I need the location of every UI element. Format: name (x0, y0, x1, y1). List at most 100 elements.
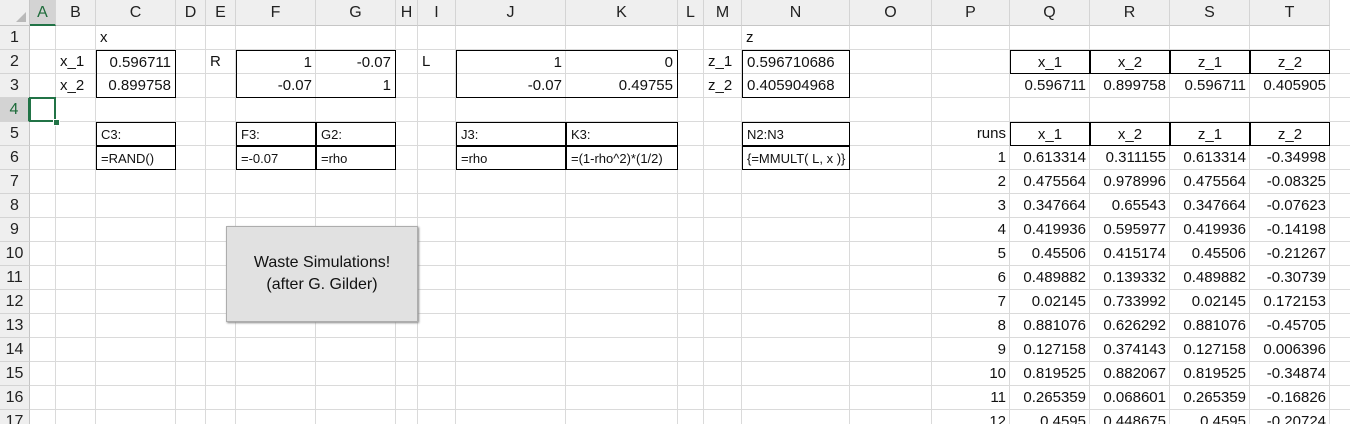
cell-C6[interactable]: =RAND() (96, 146, 176, 170)
cell-C1[interactable]: x (100, 29, 108, 46)
run-number[interactable]: 6 (997, 269, 1006, 286)
cell-F6[interactable]: =-0.07 (236, 146, 316, 170)
column-header-S[interactable]: S (1170, 0, 1250, 26)
column-header-F[interactable]: F (236, 0, 316, 26)
run-value[interactable]: 0.613314 (1023, 149, 1086, 166)
cell-J6[interactable]: =rho (456, 146, 566, 170)
run-value[interactable]: 0.978996 (1103, 173, 1166, 190)
select-all-corner[interactable] (0, 0, 30, 26)
run-number[interactable]: 5 (997, 245, 1006, 262)
cell-P5[interactable]: runs (976, 125, 1006, 142)
column-header-R[interactable]: R (1090, 0, 1170, 26)
run-value[interactable]: 0.415174 (1103, 245, 1166, 262)
column-header-L[interactable]: L (678, 0, 704, 26)
cell-Q2[interactable]: x_1 (1010, 50, 1090, 74)
cell-C2[interactable]: 0.596711 (96, 50, 176, 74)
waste-simulations-button[interactable]: Waste Simulations! (after G. Gilder) (226, 226, 418, 322)
cell-F2[interactable]: 1 (236, 50, 316, 74)
cell-T2[interactable]: z_2 (1250, 50, 1330, 74)
run-value[interactable]: 0.006396 (1263, 341, 1326, 358)
column-header-D[interactable]: D (176, 0, 206, 26)
cell-Q3[interactable]: 0.596711 (1024, 77, 1086, 94)
run-number[interactable]: 8 (997, 317, 1006, 334)
run-number[interactable]: 4 (997, 221, 1006, 238)
cell-G3[interactable]: 1 (316, 74, 396, 98)
column-header-E[interactable]: E (206, 0, 236, 26)
row-header-10[interactable]: 10 (0, 242, 30, 266)
cell-N3[interactable]: 0.405904968 (742, 74, 850, 98)
row-header-3[interactable]: 3 (0, 74, 30, 98)
row-header-11[interactable]: 11 (0, 266, 30, 290)
cell-M3[interactable]: z_2 (708, 77, 733, 94)
run-value[interactable]: 0.489882 (1023, 269, 1086, 286)
run-number[interactable]: 10 (989, 365, 1006, 382)
row-header-9[interactable]: 9 (0, 218, 30, 242)
run-value[interactable]: 0.613314 (1183, 149, 1246, 166)
fill-handle[interactable] (53, 119, 60, 126)
run-value[interactable]: -0.34874 (1266, 365, 1326, 382)
run-value[interactable]: 0.127158 (1023, 341, 1086, 358)
run-value[interactable]: 0.45506 (1191, 245, 1246, 262)
cell-M2[interactable]: z_1 (708, 53, 733, 70)
run-number[interactable]: 3 (997, 197, 1006, 214)
row-header-1[interactable]: 1 (0, 26, 30, 50)
run-value[interactable]: -0.45705 (1266, 317, 1326, 334)
column-header-G[interactable]: G (316, 0, 396, 26)
row-header-8[interactable]: 8 (0, 194, 30, 218)
run-number[interactable]: 9 (997, 341, 1006, 358)
run-value[interactable]: 0.881076 (1183, 317, 1246, 334)
run-value[interactable]: -0.34998 (1266, 149, 1326, 166)
row-header-17[interactable]: 17 (0, 410, 30, 424)
column-header-A[interactable]: A (30, 0, 56, 26)
cell-R5[interactable]: x_2 (1090, 122, 1170, 146)
row-header-16[interactable]: 16 (0, 386, 30, 410)
run-value[interactable]: 0.172153 (1263, 293, 1326, 310)
run-number[interactable]: 12 (989, 413, 1006, 424)
run-value[interactable]: 0.347664 (1023, 197, 1086, 214)
cell-G6[interactable]: =rho (316, 146, 396, 170)
cell-I2[interactable]: L (422, 53, 431, 70)
run-value[interactable]: 0.733992 (1103, 293, 1166, 310)
run-value[interactable]: 0.311155 (1105, 149, 1166, 166)
column-header-K[interactable]: K (566, 0, 678, 26)
cell-K2[interactable]: 0 (566, 50, 678, 74)
active-cell-A4[interactable] (29, 97, 56, 122)
cell-N5[interactable]: N2:N3 (742, 122, 850, 146)
cell-E2[interactable]: R (210, 53, 221, 70)
run-value[interactable]: 0.02145 (1031, 293, 1086, 310)
run-value[interactable]: 0.45506 (1031, 245, 1086, 262)
run-value[interactable]: 0.419936 (1023, 221, 1086, 238)
cell-Q5[interactable]: x_1 (1010, 122, 1090, 146)
cell-S5[interactable]: z_1 (1170, 122, 1250, 146)
row-header-6[interactable]: 6 (0, 146, 30, 170)
cell-S3[interactable]: 0.596711 (1184, 77, 1246, 94)
run-value[interactable]: -0.14198 (1266, 221, 1326, 238)
run-value[interactable]: 0.139332 (1103, 269, 1166, 286)
cell-T5[interactable]: z_2 (1250, 122, 1330, 146)
run-value[interactable]: -0.21267 (1266, 245, 1326, 262)
row-header-14[interactable]: 14 (0, 338, 30, 362)
column-header-C[interactable]: C (96, 0, 176, 26)
run-value[interactable]: 0.068601 (1103, 389, 1166, 406)
cell-K6[interactable]: =(1-rho^2)*(1/2) (566, 146, 678, 170)
column-header-M[interactable]: M (704, 0, 742, 26)
cell-N2[interactable]: 0.596710686 (742, 50, 850, 74)
run-value[interactable]: 0.419936 (1183, 221, 1246, 238)
run-value[interactable]: 0.448675 (1103, 413, 1166, 424)
run-value[interactable]: -0.20724 (1266, 413, 1326, 424)
run-value[interactable]: 0.4595 (1200, 413, 1246, 424)
cell-K3[interactable]: 0.49755 (566, 74, 678, 98)
run-value[interactable]: -0.16826 (1266, 389, 1326, 406)
column-header-N[interactable]: N (742, 0, 850, 26)
run-value[interactable]: 0.65543 (1111, 197, 1166, 214)
run-number[interactable]: 2 (997, 173, 1006, 190)
row-header-13[interactable]: 13 (0, 314, 30, 338)
cell-J3[interactable]: -0.07 (456, 74, 566, 98)
cell-C3[interactable]: 0.899758 (96, 74, 176, 98)
cell-F5[interactable]: F3: (236, 122, 316, 146)
run-value[interactable]: 0.265359 (1183, 389, 1246, 406)
row-header-4[interactable]: 4 (0, 98, 30, 122)
column-header-B[interactable]: B (56, 0, 96, 26)
run-value[interactable]: 0.626292 (1103, 317, 1166, 334)
cell-G5[interactable]: G2: (316, 122, 396, 146)
